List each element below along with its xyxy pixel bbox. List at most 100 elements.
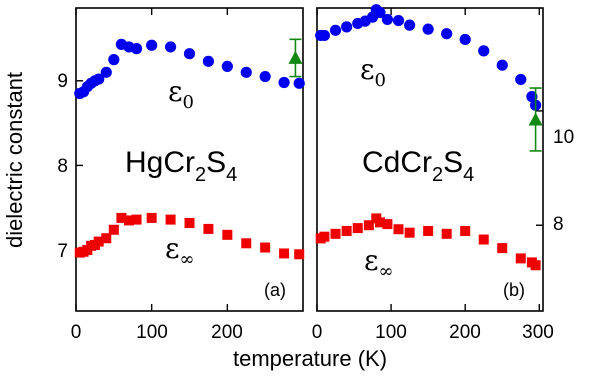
point-a-s0-17 [259, 70, 271, 83]
point-a-s1-6 [101, 233, 112, 244]
point-b-s0-18 [526, 91, 538, 103]
point-a-s0-5 [93, 73, 105, 85]
series-label-a-eps0: ε0 [168, 75, 194, 113]
x-tick-label-b-0: 0 [312, 322, 323, 343]
point-a-s1-14 [203, 223, 214, 234]
x-tick-label-a-2: 200 [211, 322, 243, 343]
point-b-s1-15 [497, 243, 508, 254]
point-a-s1-18 [279, 248, 290, 259]
series-label-a-eps0-sub: 0 [183, 92, 194, 113]
point-b-s0-10 [392, 14, 405, 27]
series-label-a-epsinf-sub: ∞ [180, 249, 195, 270]
point-a-s1-13 [184, 217, 195, 228]
series-label-b-eps0-sub: 0 [375, 70, 386, 91]
point-a-s1-17 [260, 242, 271, 253]
point-b-s1-16 [515, 253, 526, 264]
ticks-panel-a [75, 8, 229, 311]
y-tick-label-a-2: 9 [57, 71, 68, 92]
point-b-s1-11 [423, 225, 434, 236]
point-b-s0-3 [341, 21, 353, 33]
y-tick-label-b-1: 10 [553, 127, 574, 148]
point-b-s1-18 [530, 260, 541, 271]
point-a-s0-11 [146, 39, 158, 51]
point-b-s0-1 [318, 29, 331, 42]
point-a-s1-11 [146, 212, 157, 223]
point-a-s1-12 [165, 214, 176, 225]
y-tick-label-b-0: 8 [553, 214, 564, 235]
y-axis-label: dielectric constant [2, 72, 27, 248]
point-b-s0-15 [478, 45, 490, 57]
point-a-s0-6 [100, 66, 112, 78]
series-label-b-eps0: ε0 [360, 53, 386, 91]
point-a-s1-7 [108, 224, 119, 235]
compound-label-b: CdCr2S4 [362, 146, 474, 186]
point-a-s0-19 [293, 77, 305, 89]
point-b-s0-12 [422, 23, 434, 35]
point-b-s0-8 [374, 6, 386, 19]
x-tick-label-a-1: 100 [136, 322, 168, 343]
point-b-s0-13 [441, 28, 453, 40]
series-label-a-epsinf: ε∞ [165, 232, 195, 270]
x-tick-label-b-1: 100 [375, 322, 407, 343]
x-tick-label-b-2: 200 [449, 322, 481, 343]
y-tick-label-a-1: 8 [57, 156, 68, 177]
reference-point-b [528, 112, 543, 126]
point-a-s1-8 [116, 212, 127, 223]
compound-b-base2: S [443, 146, 463, 179]
point-b-s1-9 [393, 224, 404, 235]
point-a-s0-14 [202, 55, 215, 67]
compound-label-a: HgCr2S4 [125, 146, 237, 186]
data-marks-panel-b [315, 4, 543, 271]
point-b-s1-14 [478, 234, 489, 245]
point-b-s0-14 [459, 33, 471, 46]
point-b-s1-13 [460, 225, 471, 236]
point-a-s0-7 [108, 54, 120, 66]
compound-a-sub2: 4 [226, 164, 237, 186]
point-b-s1-3 [341, 225, 352, 236]
compound-a-base2: S [206, 146, 226, 179]
point-a-s1-16 [241, 238, 252, 249]
panel-label-b: (b) [503, 280, 525, 300]
point-a-s0-10 [130, 43, 143, 55]
x-tick-label-b-3: 300 [522, 322, 554, 343]
compound-b-sub2: 4 [463, 164, 474, 186]
point-a-s1-10 [131, 214, 142, 225]
frame-panel-a [75, 7, 304, 312]
y-tick-label-a-0: 7 [57, 241, 68, 262]
panel-label-a: (a) [264, 280, 286, 300]
compound-a-sub1: 2 [195, 164, 206, 186]
point-b-s1-10 [404, 227, 415, 238]
series-label-b-eps0-base: ε [360, 53, 375, 86]
reference-point-a [288, 50, 303, 64]
data-marks-panel-a [74, 38, 305, 260]
point-b-s1-2 [330, 228, 341, 239]
point-b-s1-7 [374, 217, 385, 228]
point-b-s0-2 [329, 24, 342, 36]
series-label-b-epsinf-sub: ∞ [379, 261, 394, 282]
point-a-s1-9 [123, 215, 134, 226]
point-a-s0-15 [221, 60, 233, 72]
series-label-b-epsinf: ε∞ [364, 244, 394, 282]
ticks-panel-b [316, 8, 543, 311]
point-b-s0-11 [404, 19, 416, 31]
point-b-s0-17 [515, 73, 527, 86]
frame-panel-b [316, 7, 544, 312]
x-axis-label: temperature (K) [233, 346, 387, 371]
compound-a-base1: HgCr [125, 146, 195, 179]
point-b-s0-16 [496, 59, 508, 71]
point-a-s0-13 [183, 48, 196, 60]
series-label-a-epsinf-base: ε [165, 232, 180, 265]
series-label-b-epsinf-base: ε [364, 244, 379, 277]
point-a-s0-18 [278, 76, 290, 89]
point-b-s1-5 [363, 220, 374, 231]
point-a-s1-5 [93, 236, 104, 247]
point-b-s1-1 [319, 231, 330, 242]
point-b-s1-8 [382, 219, 393, 230]
point-b-s1-12 [441, 228, 452, 239]
series-label-a-eps0-base: ε [168, 75, 183, 108]
compound-b-sub1: 2 [432, 164, 443, 186]
point-a-s1-19 [294, 249, 305, 260]
point-a-s1-15 [222, 229, 233, 240]
compound-b-base1: CdCr [362, 146, 432, 179]
